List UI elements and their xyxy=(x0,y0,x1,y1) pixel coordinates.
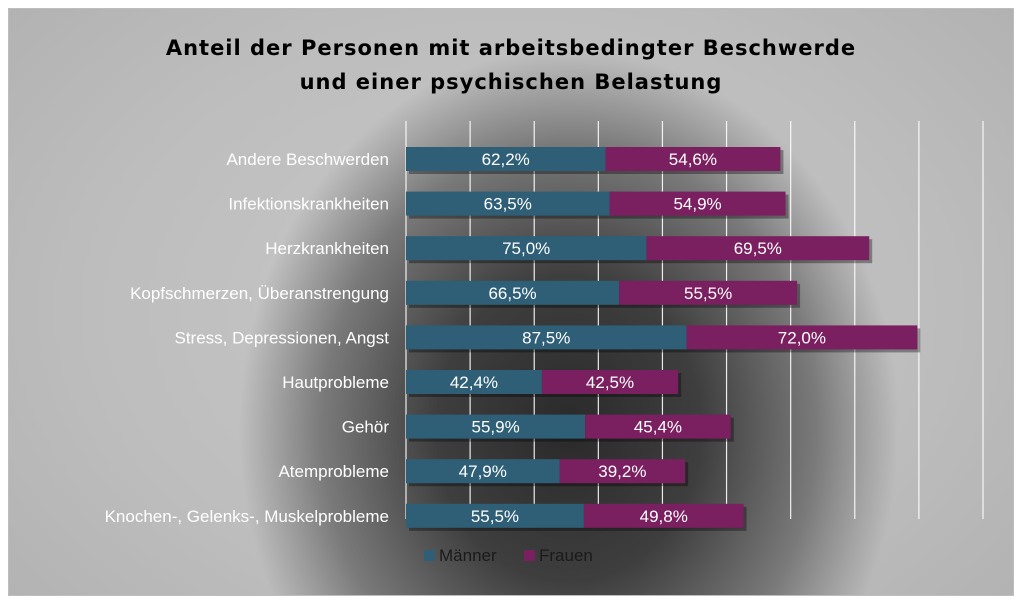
bar-maenner xyxy=(406,325,687,350)
data-label: 42,4% xyxy=(450,373,498,392)
data-label: 55,5% xyxy=(471,507,519,526)
data-label: 55,5% xyxy=(684,284,732,303)
bar-maenner xyxy=(406,147,606,171)
bar-frauen xyxy=(605,147,781,171)
chart-title-line-2: und einer psychischen Belastung xyxy=(300,70,723,94)
bar-frauen xyxy=(686,325,918,350)
bar-frauen xyxy=(585,414,731,439)
bar-maenner xyxy=(406,280,620,305)
category-label: Atemprobleme xyxy=(278,462,389,481)
category-label: Andere Beschwerden xyxy=(226,150,389,169)
data-label: 62,2% xyxy=(482,150,530,169)
legend-swatch-maenner xyxy=(424,550,435,561)
chart-title-line-1: Anteil der Personen mit arbeitsbedingter… xyxy=(166,36,856,60)
data-label: 47,9% xyxy=(459,462,507,481)
bar-frauen xyxy=(619,280,798,305)
legend: Männer Frauen xyxy=(424,546,593,565)
bar-frauen xyxy=(583,503,744,528)
data-label: 49,8% xyxy=(640,507,688,526)
data-label: 42,5% xyxy=(586,373,634,392)
category-label: Infektionskrankheiten xyxy=(228,195,389,214)
legend-label-frauen: Frauen xyxy=(539,546,593,565)
bar-frauen xyxy=(541,370,679,394)
data-label: 87,5% xyxy=(522,328,570,347)
stacked-bar-chart: Anteil der Personen mit arbeitsbedingter… xyxy=(105,36,984,565)
category-label: Stress, Depressionen, Angst xyxy=(174,328,389,347)
data-label: 55,9% xyxy=(471,418,519,437)
bar-maenner xyxy=(406,370,542,394)
category-label: Kopfschmerzen, Überanstrengung xyxy=(130,284,389,303)
data-label: 69,5% xyxy=(734,239,782,258)
bar-maenner xyxy=(406,236,647,261)
data-label: 75,0% xyxy=(502,239,550,258)
data-label: 66,5% xyxy=(488,284,536,303)
bar-maenner xyxy=(406,414,586,439)
category-label: Herzkrankheiten xyxy=(265,239,389,258)
data-label: 54,6% xyxy=(669,150,717,169)
legend-label-maenner: Männer xyxy=(439,546,497,565)
data-label: 54,9% xyxy=(673,195,721,214)
bar-frauen xyxy=(609,191,786,216)
category-labels: Andere Beschwerden Infektionskrankheiten H… xyxy=(105,150,390,526)
legend-swatch-frauen xyxy=(524,550,535,561)
bar-frauen xyxy=(559,459,686,484)
data-label: 72,0% xyxy=(778,328,826,347)
data-label: 45,4% xyxy=(634,418,682,437)
category-label: Gehör xyxy=(342,418,390,437)
bar-maenner xyxy=(406,503,584,528)
bar-maenner xyxy=(406,191,610,216)
category-label: Hautprobleme xyxy=(282,373,389,392)
bar-maenner xyxy=(406,459,560,484)
bar-frauen xyxy=(646,236,870,261)
data-label: 63,5% xyxy=(484,195,532,214)
category-label: Knochen-, Gelenks-, Muskelprobleme xyxy=(105,507,389,526)
chart-frame: Anteil der Personen mit arbeitsbedingter… xyxy=(8,8,1014,596)
data-label: 39,2% xyxy=(598,462,646,481)
gridlines xyxy=(405,121,984,519)
bars: 62,2% 54,6% 63,5% 54,9% 75,0% 69,5% 66,5% 55,5%… xyxy=(406,147,921,531)
